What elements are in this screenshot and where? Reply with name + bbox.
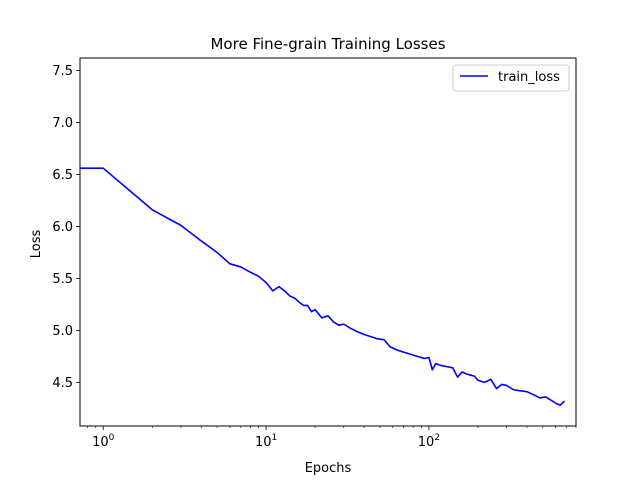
x-tick-label: 102 (418, 433, 440, 450)
x-tick-label: 101 (255, 433, 277, 450)
y-tick-label: 6.5 (52, 168, 73, 183)
y-axis-label: Loss (29, 230, 44, 259)
y-tick-label: 6.0 (52, 220, 73, 235)
axes-frame (79, 57, 577, 427)
chart-title: More Fine-grain Training Losses (210, 35, 445, 53)
y-tick-label: 5.5 (52, 272, 73, 287)
y-axis: 4.5 5.0 5.5 6.0 6.5 7.0 7.5 (52, 64, 80, 391)
legend-box (452, 64, 570, 92)
y-tick-label: 7.5 (52, 64, 73, 79)
y-tick-label: 7.0 (52, 116, 73, 131)
legend: train_loss (452, 64, 570, 92)
series-line-train-loss (80, 167, 566, 407)
x-axis: 100 101 102 (87, 426, 577, 450)
y-tick-label: 4.5 (52, 376, 73, 391)
plot-area (80, 167, 566, 407)
x-axis-label: Epochs (305, 461, 352, 476)
y-tick-label: 5.0 (52, 324, 73, 339)
legend-label-train-loss: train_loss (498, 70, 560, 85)
x-tick-label: 100 (92, 433, 115, 450)
